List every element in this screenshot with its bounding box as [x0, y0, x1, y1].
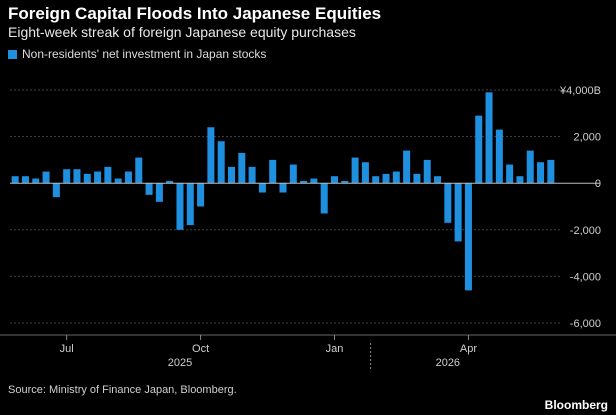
bar: [495, 129, 503, 184]
bar: [63, 169, 71, 184]
x-tick-label: Apr: [460, 343, 477, 355]
bar: [258, 183, 266, 193]
bar: [32, 178, 40, 184]
bar: [227, 166, 235, 184]
bar: [464, 183, 472, 291]
y-tick-label: ¥4,000B: [559, 85, 601, 97]
bar: [351, 157, 359, 184]
bar: [197, 183, 205, 207]
bar: [207, 127, 215, 184]
bar: [444, 183, 452, 223]
chart-subtitle: Eight-week streak of foreign Japanese eq…: [8, 24, 356, 40]
bar: [135, 157, 143, 184]
bar: [434, 176, 442, 184]
year-label: 2025: [168, 357, 192, 369]
bar: [547, 159, 555, 184]
bar: [11, 176, 19, 184]
bar: [21, 176, 29, 184]
bar: [238, 152, 246, 184]
bar: [166, 180, 174, 184]
legend-label: Non-residents' net investment in Japan s…: [22, 47, 267, 61]
bar: [403, 150, 411, 184]
bar: [341, 180, 349, 184]
y-tick-label: -2,000: [570, 225, 601, 237]
year-label: 2026: [436, 357, 460, 369]
bar: [300, 180, 308, 184]
legend-swatch: [8, 49, 17, 59]
bar: [186, 183, 194, 226]
bar: [155, 183, 163, 202]
bar: [372, 176, 380, 184]
bar: [475, 115, 483, 184]
bar: [289, 164, 297, 184]
bar: [217, 141, 225, 184]
bar: [114, 178, 122, 184]
bar: [320, 183, 328, 214]
bar: [392, 171, 400, 184]
axes: ¥4,000B 2,000 0 -2,000 -4,000 -6,000 Jul Oct Jan…: [0, 85, 616, 370]
legend: Non-residents' net investment in Japan s…: [8, 47, 266, 61]
bar: [42, 171, 50, 184]
bar: [94, 171, 102, 184]
bloomberg-logo: Bloomberg: [544, 398, 608, 412]
bar: [485, 92, 493, 184]
bar: [382, 173, 390, 184]
bar: [516, 176, 524, 184]
bar: [279, 183, 287, 193]
source-note: Source: Ministry of Finance Japan, Bloom…: [8, 384, 237, 396]
bar: [145, 183, 153, 195]
bar: [269, 159, 277, 184]
bar: [454, 183, 462, 242]
bar: [361, 162, 369, 184]
bar: [248, 166, 256, 184]
bar: [413, 173, 421, 184]
bar: [73, 169, 81, 184]
bar: [331, 176, 339, 184]
x-tick-label: Jan: [326, 343, 344, 355]
bar: [104, 166, 112, 184]
x-tick-label: Oct: [192, 343, 209, 355]
bars: [11, 92, 555, 291]
bar: [423, 159, 431, 184]
chart-title: Foreign Capital Floods Into Japanese Equ…: [8, 4, 382, 23]
x-tick-label: Jul: [60, 343, 74, 355]
y-tick-label: 0: [595, 178, 601, 190]
bar: [124, 171, 132, 184]
y-tick-label: -4,000: [570, 271, 601, 283]
y-tick-label: -6,000: [570, 318, 601, 330]
y-tick-label: 2,000: [573, 132, 601, 144]
bar: [526, 150, 534, 184]
bar: [537, 162, 545, 184]
bar: [83, 173, 91, 184]
bar: [310, 178, 318, 184]
bar: [506, 164, 514, 184]
bar: [52, 183, 60, 198]
bar: [176, 183, 184, 230]
